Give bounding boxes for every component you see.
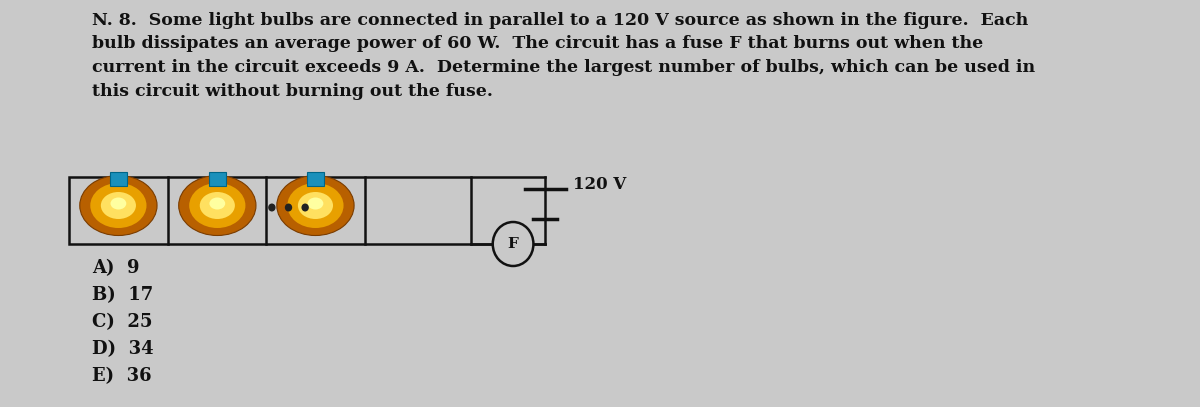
- Text: D)  34: D) 34: [92, 340, 154, 358]
- FancyBboxPatch shape: [209, 172, 226, 186]
- Ellipse shape: [190, 183, 246, 228]
- Text: C)  25: C) 25: [92, 313, 152, 331]
- Text: 120 V: 120 V: [574, 176, 626, 193]
- Ellipse shape: [210, 197, 226, 210]
- Ellipse shape: [90, 183, 146, 228]
- Ellipse shape: [79, 175, 157, 236]
- Ellipse shape: [307, 197, 323, 210]
- Circle shape: [493, 222, 534, 266]
- Ellipse shape: [298, 192, 334, 219]
- Text: F: F: [508, 237, 518, 251]
- FancyBboxPatch shape: [110, 172, 127, 186]
- Ellipse shape: [110, 197, 126, 210]
- FancyBboxPatch shape: [307, 172, 324, 186]
- Ellipse shape: [179, 175, 256, 236]
- Text: N. 8.  Some light bulbs are connected in parallel to a 120 V source as shown in : N. 8. Some light bulbs are connected in …: [92, 12, 1036, 99]
- Text: E)  36: E) 36: [92, 367, 152, 385]
- Circle shape: [301, 204, 308, 212]
- Ellipse shape: [277, 175, 354, 236]
- Ellipse shape: [287, 183, 343, 228]
- Text: A)  9: A) 9: [92, 259, 140, 277]
- Ellipse shape: [101, 192, 136, 219]
- Circle shape: [268, 204, 276, 212]
- Circle shape: [284, 204, 293, 212]
- Ellipse shape: [199, 192, 235, 219]
- Text: B)  17: B) 17: [92, 286, 154, 304]
